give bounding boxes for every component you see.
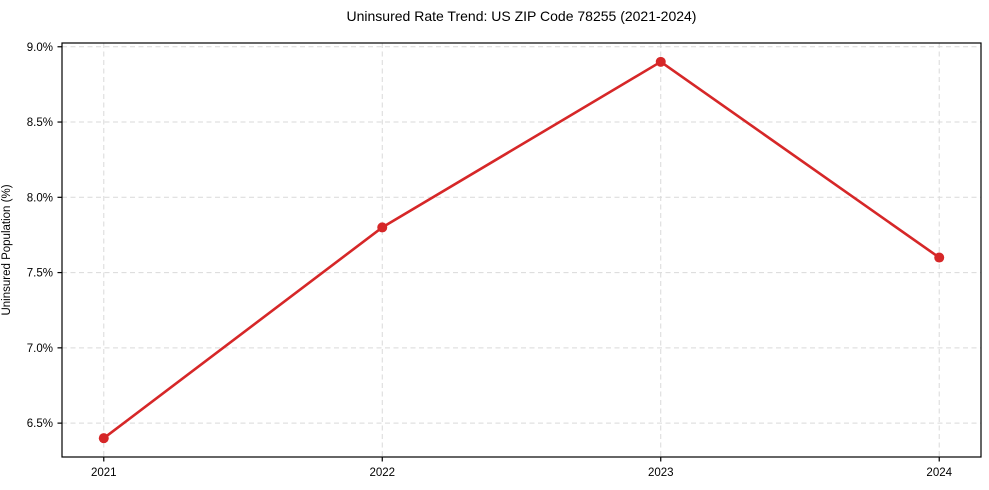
data-point-2021 [98,433,109,444]
y-tick-label: 8.0% [27,192,53,204]
x-tick-label: 2022 [369,467,395,479]
y-tick-label: 9.0% [27,42,53,54]
data-point-2024 [934,252,945,263]
axes-spines [61,42,982,458]
x-tick-label: 2021 [91,467,117,479]
trend-line [102,60,941,440]
y-tick-label: 7.0% [27,343,53,355]
x-tick-label: 2024 [926,467,952,479]
x-tick-label: 2023 [648,467,674,479]
y-tick-label: 7.5% [27,268,53,280]
data-point-2023 [655,56,666,67]
data-point-2022 [377,222,388,233]
y-tick-label: 6.5% [27,418,53,430]
y-tick-label: 8.5% [27,117,53,129]
chart-title: Uninsured Rate Trend: US ZIP Code 78255 … [346,8,697,24]
